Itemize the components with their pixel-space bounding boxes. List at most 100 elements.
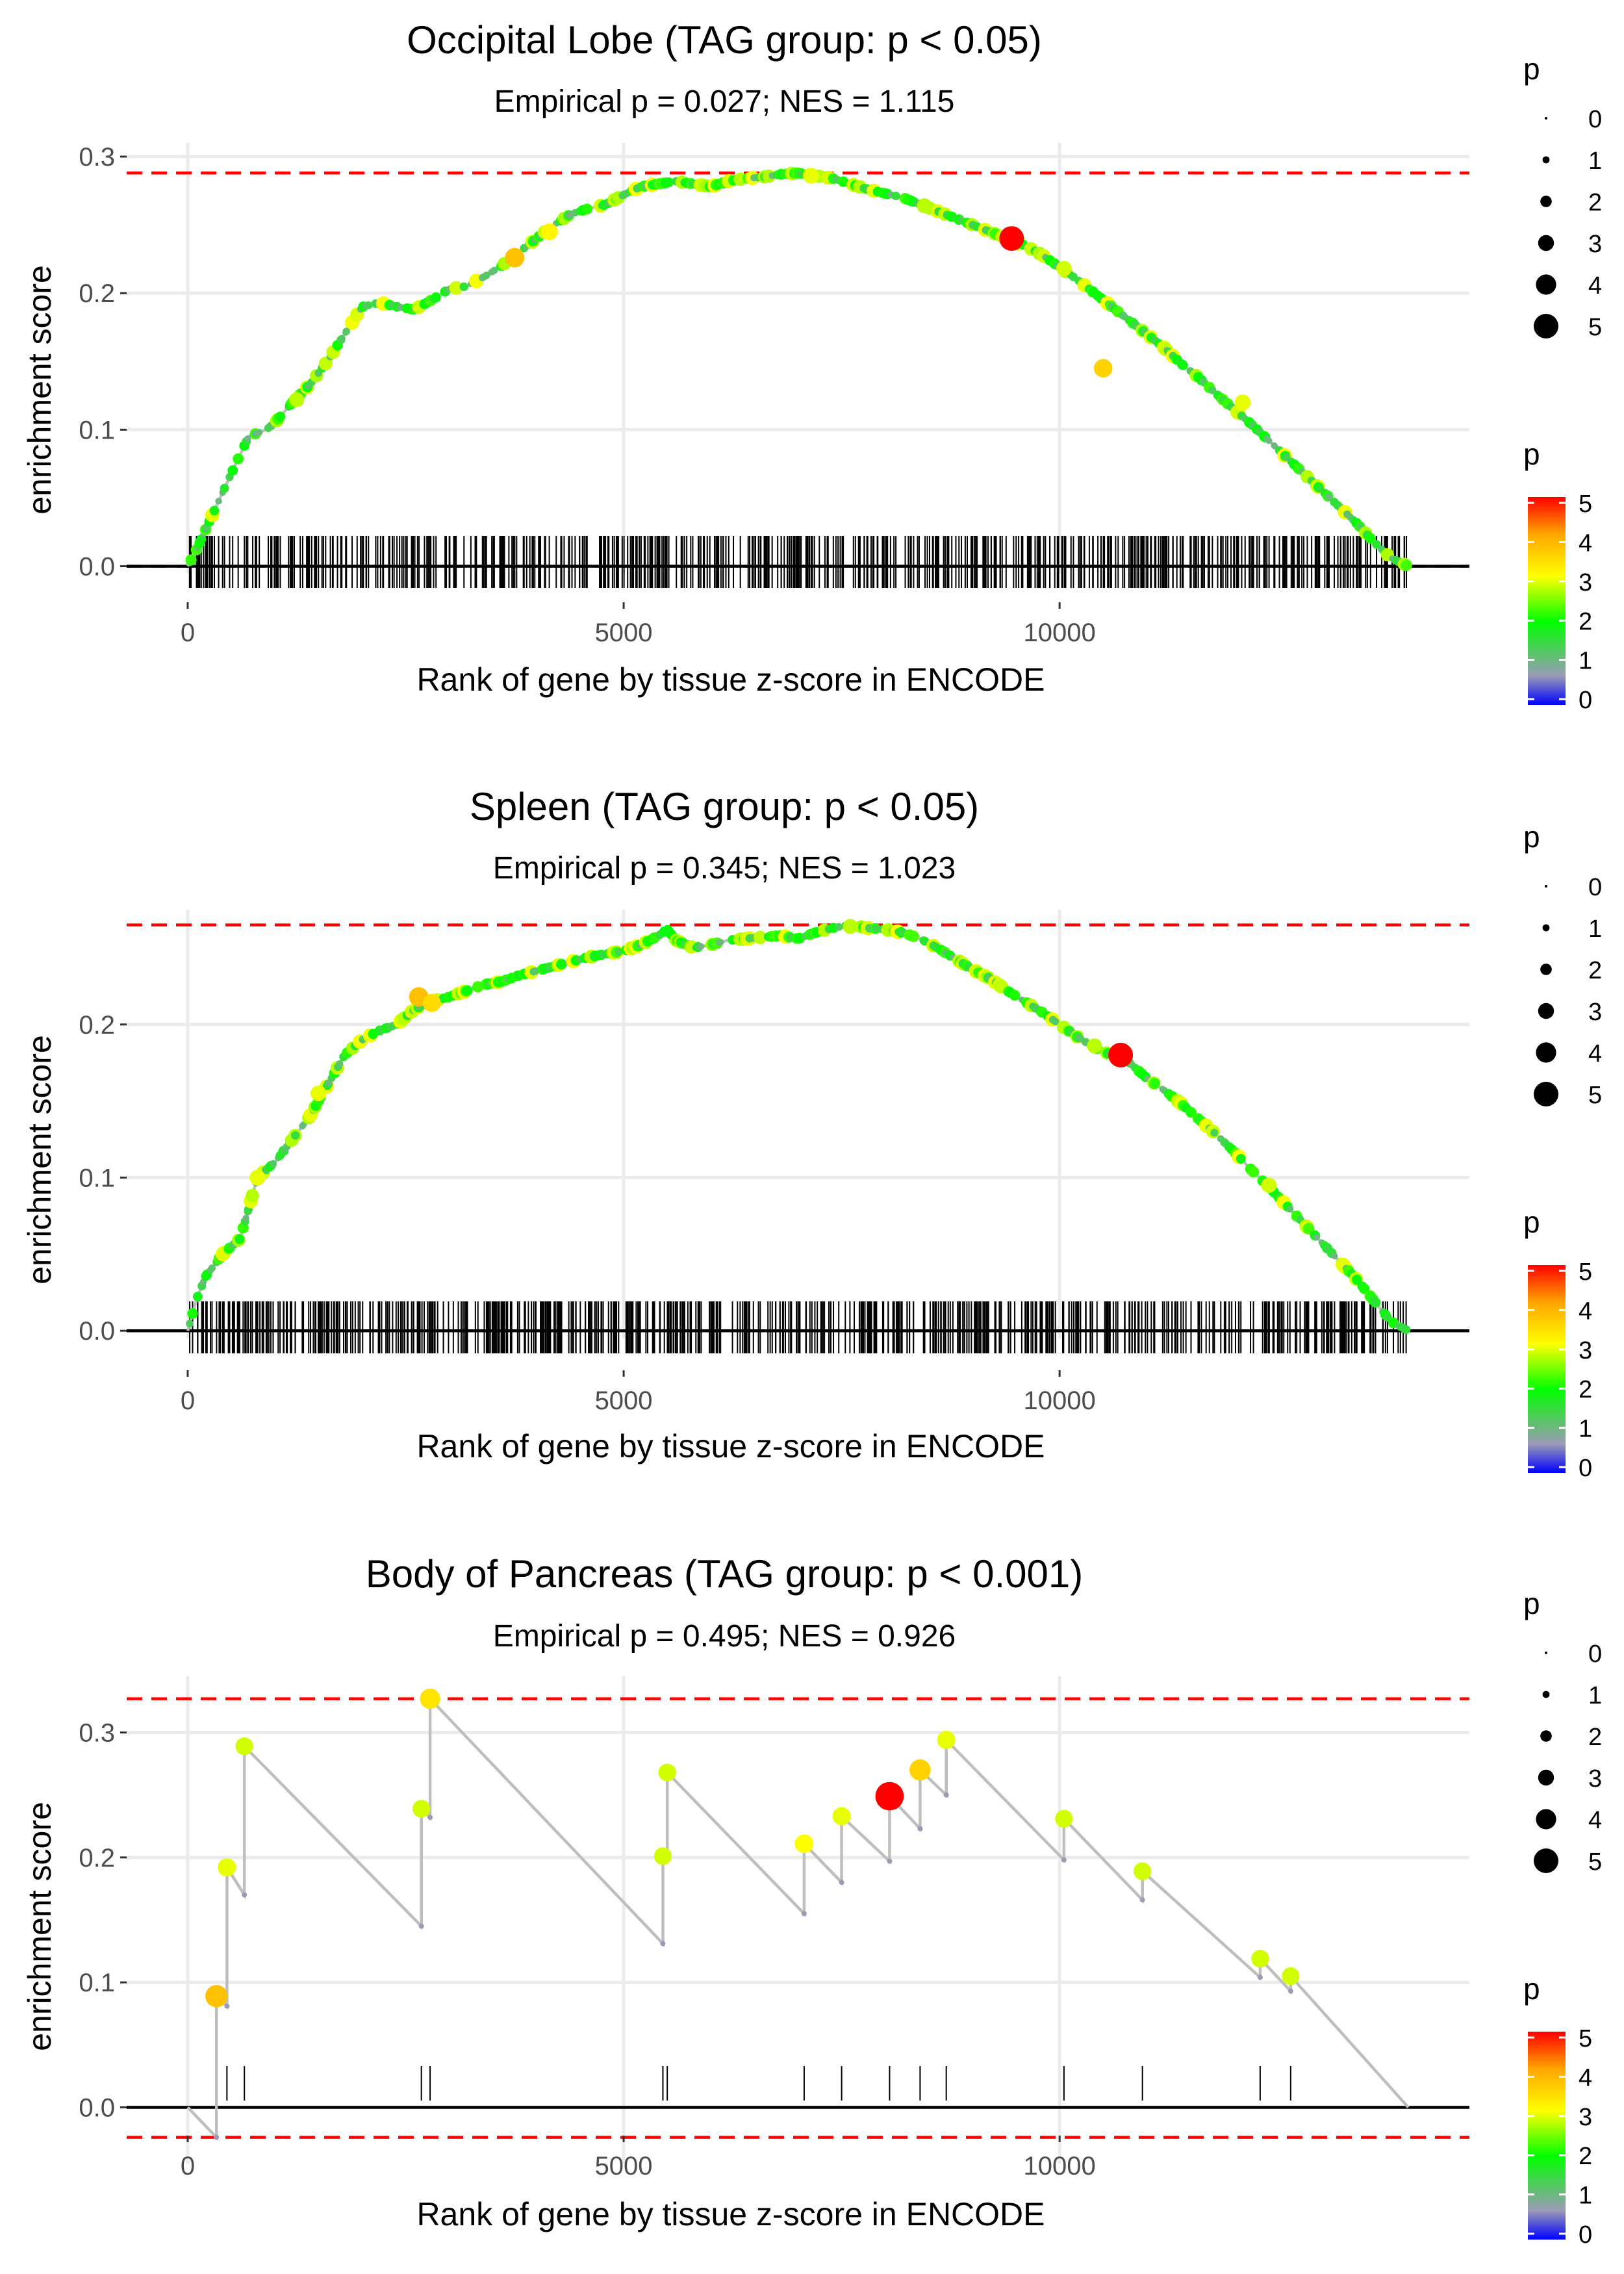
plot-area: 0 5000 10000 0.0 0.1 0.2 0.3	[79, 143, 1469, 647]
panel-subtitle: Empirical p = 0.495; NES = 0.926	[493, 1619, 956, 1654]
hit-point	[1251, 1949, 1269, 1968]
gene-point	[186, 1320, 194, 1328]
highlight-point	[311, 1085, 327, 1102]
y-tick-label: 0.3	[79, 1719, 115, 1748]
gene-points	[186, 919, 1411, 1335]
trough-point	[1139, 1897, 1145, 1903]
gene-point	[1365, 533, 1377, 544]
trough-point	[801, 1911, 807, 1917]
highlight-point	[541, 223, 558, 240]
size-legend-label: 3	[1588, 231, 1602, 258]
trough-point	[943, 1792, 949, 1798]
color-legend-title: p	[1523, 437, 1540, 471]
legend-group: p 0 1 2 3 4 5 p 5 4 3 2 1 0	[1523, 52, 1602, 714]
highlight-point	[1108, 1042, 1134, 1067]
gene-point	[220, 483, 229, 493]
panel-subtitle: Empirical p = 0.345; NES = 1.023	[493, 851, 956, 886]
size-legend-dot	[1542, 156, 1550, 164]
size-legend-label: 5	[1588, 1082, 1602, 1109]
gridlines	[127, 910, 1469, 1338]
gene-point	[338, 335, 346, 342]
hit-point	[1282, 1967, 1300, 1986]
gene-point	[227, 465, 238, 476]
size-legend-label: 0	[1588, 874, 1602, 901]
gene-point	[185, 554, 197, 566]
x-tick-label: 10000	[1024, 619, 1096, 647]
y-axis-label: enrichment score	[21, 1035, 58, 1284]
gene-point	[449, 281, 463, 295]
gene-point	[490, 266, 498, 274]
gene-point	[1210, 1129, 1219, 1137]
x-axis-label: Rank of gene by tissue z-score in ENCODE	[416, 1428, 1045, 1464]
gene-point	[235, 1234, 245, 1244]
y-tick-label: 0.1	[79, 1164, 115, 1193]
size-legend-label: 0	[1588, 1641, 1602, 1668]
trough-point	[214, 2134, 220, 2140]
color-legend-label: 4	[1579, 2064, 1592, 2091]
size-legend-label: 4	[1588, 1040, 1602, 1067]
gene-point	[1286, 1205, 1294, 1213]
gene-points	[185, 166, 1412, 571]
y-tick-label: 0.0	[79, 1317, 115, 1346]
gene-point	[837, 176, 849, 187]
gene-point	[1401, 559, 1412, 571]
hit-point	[412, 1800, 431, 1818]
gene-point	[557, 959, 567, 969]
gene-point	[907, 930, 919, 942]
x-tick-label: 5000	[595, 1386, 653, 1415]
color-legend-label: 5	[1579, 2025, 1592, 2052]
y-axis-label: enrichment score	[21, 265, 58, 515]
size-legend-dot	[1536, 1809, 1556, 1830]
gene-point	[1236, 1154, 1246, 1164]
panel-occipital-lobe: Occipital Lobe (TAG group: p < 0.05) Emp…	[21, 18, 1469, 698]
legend-group: p 0 1 2 3 4 5 p 5 4 3 2 1 0	[1523, 820, 1602, 1482]
color-legend-label: 2	[1579, 2143, 1592, 2170]
gene-point	[1265, 437, 1273, 444]
trough-point	[1288, 1988, 1293, 1994]
plot-area: 0 5000 10000 0.0 0.1 0.2	[79, 910, 1469, 1415]
gene-point	[483, 272, 490, 279]
gene-point	[1351, 1274, 1362, 1285]
axes: 0 5000 10000 0.0 0.1 0.2 0.3	[79, 1719, 1095, 2180]
hit-point	[937, 1731, 956, 1750]
x-axis-label: Rank of gene by tissue z-score in ENCODE	[416, 2196, 1045, 2232]
highlight-point	[1094, 359, 1113, 378]
gene-point	[1009, 990, 1021, 1001]
highlight-point	[803, 168, 819, 184]
gene-point	[1313, 1234, 1320, 1241]
trough-point	[839, 1880, 844, 1885]
gene-point	[233, 453, 244, 465]
gene-point	[242, 1214, 249, 1221]
size-legend-dot	[1534, 1082, 1558, 1106]
hit-point	[658, 1763, 676, 1782]
y-tick-label: 0.2	[79, 279, 115, 308]
size-legend-label: 2	[1588, 957, 1602, 984]
color-legend-label: 3	[1579, 1337, 1592, 1364]
highlight-point	[917, 198, 932, 214]
size-legend-title: p	[1523, 820, 1540, 854]
gene-point	[1331, 1253, 1338, 1260]
size-legend-label: 1	[1588, 1682, 1602, 1709]
gene-point	[246, 1188, 259, 1203]
x-tick-label: 0	[181, 1386, 195, 1415]
size-legend-dot	[1542, 1691, 1550, 1698]
hit-point	[218, 1858, 236, 1877]
gene-point	[717, 939, 724, 946]
gene-point	[342, 327, 351, 335]
panel-body-of-pancreas: Body of Pancreas (TAG group: p < 0.001) …	[21, 1552, 1469, 2232]
gene-rug	[188, 536, 1408, 588]
axes: 0 5000 10000 0.0 0.1 0.2 0.3	[79, 143, 1095, 647]
enrichment-curve	[186, 171, 1409, 568]
size-legend-label: 0	[1588, 106, 1602, 133]
trough-point	[224, 2003, 230, 2009]
hit-point	[235, 1737, 253, 1756]
gene-point	[215, 498, 222, 505]
gene-point	[208, 1264, 216, 1272]
highlight-point	[249, 1169, 266, 1186]
gene-point	[255, 429, 263, 436]
gene-point	[431, 292, 441, 303]
color-legend-label: 2	[1579, 608, 1592, 635]
color-legend-title: p	[1523, 1972, 1540, 2006]
gene-point	[336, 1060, 344, 1068]
